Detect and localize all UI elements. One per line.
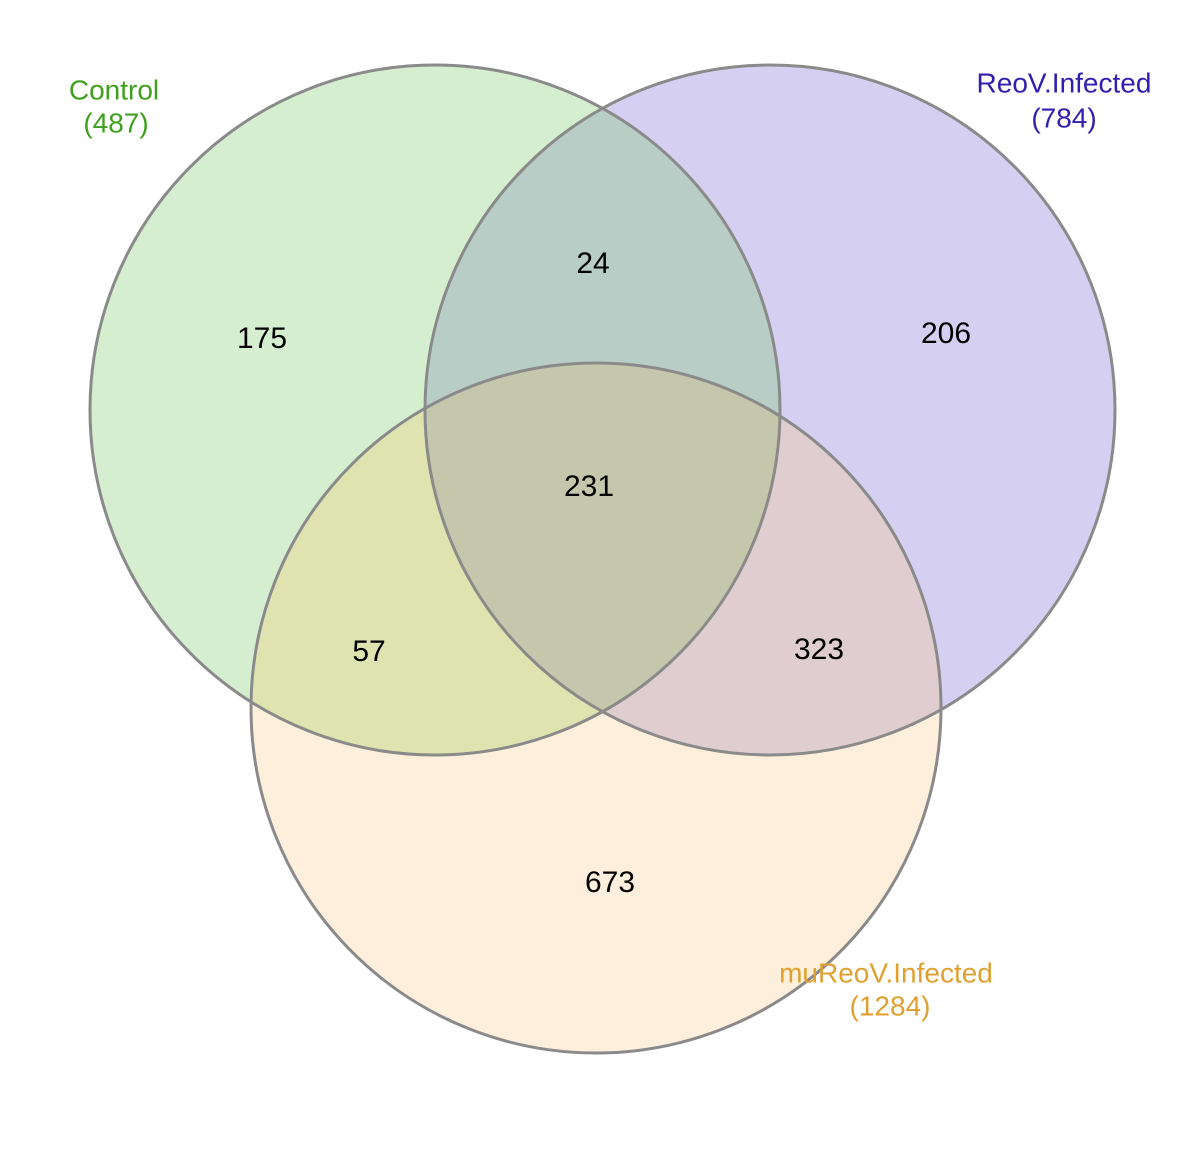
control-set-total: (487) [83,107,148,138]
count-reov-only: 206 [921,317,971,350]
count-control-only: 175 [237,322,287,355]
count-control-mureov: 57 [352,635,385,668]
count-mureov-only: 673 [585,866,635,899]
count-reov-mureov: 323 [794,633,844,666]
reov-set-total: (784) [1031,102,1096,133]
mureov-set-total: (1284) [850,990,931,1021]
mureov-set-name: muReoV.Infected [779,957,993,988]
count-all-three: 231 [564,470,614,503]
control-set-name: Control [69,74,159,105]
count-control-reov: 24 [576,247,609,280]
mureov-circle-outline [249,361,943,1055]
control-circle-outline [88,63,782,757]
reov-set-name: ReoV.Infected [977,67,1152,98]
